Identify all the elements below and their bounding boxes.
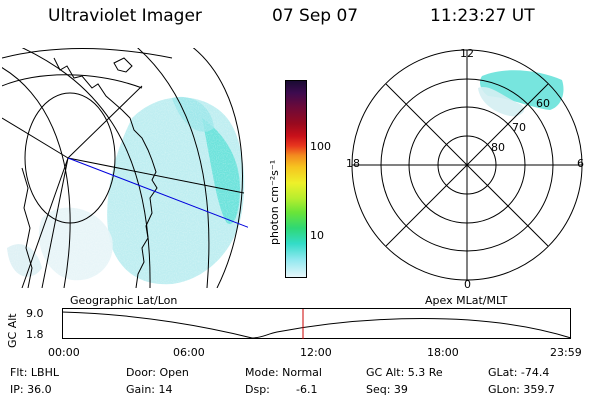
right-panel-label: Apex MLat/MLT [425,294,508,307]
alt-xtick-2359: 23:59 [550,346,582,359]
polar-aurora [480,70,564,110]
colorbar-unit-label: photon cm⁻²s⁻¹ [268,159,281,245]
instrument-title: Ultraviolet Imager [48,6,202,26]
mlt-label-0: 0 [464,278,471,291]
coastline [53,57,158,288]
alt-xtick-1200: 12:00 [300,346,332,359]
info-glat: GLat: -74.4 [488,366,550,379]
date-label: 07 Sep 07 [272,6,359,26]
lat-label-80: 80 [491,141,505,154]
alt-xtick-0600: 06:00 [173,346,205,359]
info-mode: Mode: Normal [245,366,322,379]
altitude-curve [62,311,572,339]
orbit-track [67,157,248,228]
alt-xtick-0000: 00:00 [48,346,80,359]
info-door: Door: Open [126,366,189,379]
alt-xtick-1800: 18:00 [427,346,459,359]
info-flt: Flt: LBHL [10,366,59,379]
polar-plot [351,49,583,281]
mlt-label-6: 6 [577,157,584,170]
altitude-plot [62,308,572,339]
lat-label-70: 70 [512,121,526,134]
info-glon: GLon: 359.7 [488,383,555,396]
mlt-label-12: 12 [460,47,474,60]
colorbar [285,80,307,278]
colorbar-tick-100: 100 [310,140,331,153]
info-seq: Seq: 39 [366,383,408,396]
mlt-label-18: 18 [346,157,360,170]
geographic-map [2,48,248,288]
alt-ytick-1.8: 1.8 [26,328,44,341]
alt-ylabel: GC Alt [6,313,19,348]
lat-label-60: 60 [536,97,550,110]
alt-ytick-9: 9.0 [26,307,44,320]
info-dsp-value: -6.1 [296,383,318,396]
info-gc-alt: GC Alt: 5.3 Re [366,366,443,379]
time-label: 11:23:27 UT [430,6,535,26]
info-ip: IP: 36.0 [10,383,52,396]
colorbar-tick-10: 10 [310,229,324,242]
left-panel-label: Geographic Lat/Lon [70,294,178,307]
info-dsp-label: Dsp: [245,383,270,396]
info-gain: Gain: 14 [126,383,173,396]
